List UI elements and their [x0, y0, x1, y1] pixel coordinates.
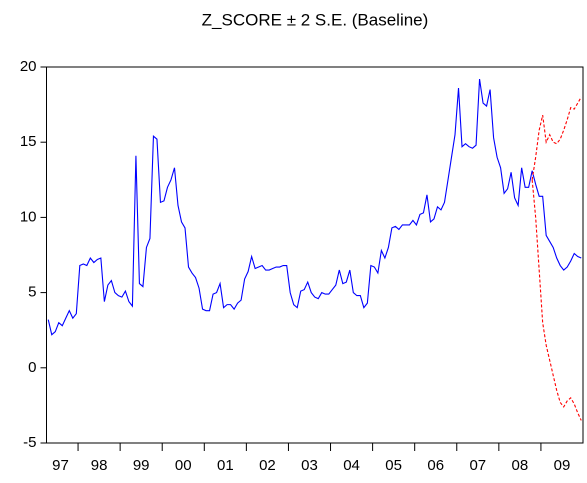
y-tick-label: 10	[20, 208, 37, 225]
x-tick-label: 01	[217, 457, 234, 474]
plot-frame	[46, 66, 584, 444]
x-tick-label: 09	[554, 457, 571, 474]
x-tick-label: 98	[91, 457, 108, 474]
y-tick-label: 5	[28, 284, 36, 301]
y-tick-label: -5	[23, 434, 36, 451]
series-line	[531, 96, 582, 180]
x-tick-label: 07	[469, 457, 486, 474]
y-tick-label: 0	[28, 359, 36, 376]
x-tick-label: 02	[259, 457, 276, 474]
x-tick-label: 00	[175, 457, 192, 474]
y-tick-label: 20	[20, 58, 37, 75]
series-line	[531, 179, 582, 421]
x-tick-label: 05	[385, 457, 402, 474]
y-tick-label: 15	[20, 133, 37, 150]
x-tick-label: 04	[343, 457, 360, 474]
x-tick-label: 97	[52, 457, 69, 474]
chart-title: Z_SCORE ± 2 S.E. (Baseline)	[202, 10, 429, 29]
series-line	[47, 78, 582, 336]
x-tick-label: 03	[301, 457, 318, 474]
x-tick-label: 06	[427, 457, 444, 474]
x-tick-label: 99	[133, 457, 150, 474]
x-tick-label: 08	[512, 457, 529, 474]
